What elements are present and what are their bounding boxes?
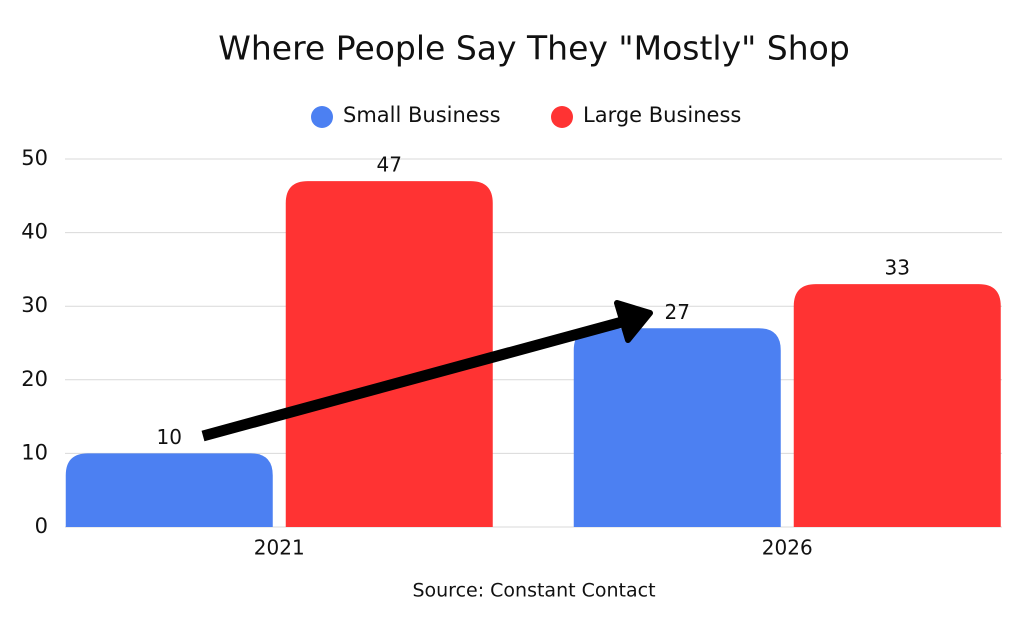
y-tick-label: 50 — [21, 146, 48, 170]
bar — [573, 328, 781, 527]
data-label: 27 — [665, 300, 690, 324]
x-tick-label: 2021 — [254, 536, 305, 560]
legend-swatch — [551, 106, 573, 128]
y-tick-label: 20 — [21, 367, 48, 391]
legend-label: Large Business — [583, 103, 741, 127]
y-tick-label: 10 — [21, 440, 48, 464]
trend-arrow-head — [614, 300, 653, 343]
bars: 10 47 27 33 — [65, 153, 1001, 527]
legend-label: Small Business — [343, 103, 501, 127]
data-label: 33 — [885, 256, 910, 280]
y-tick-label: 0 — [35, 514, 48, 538]
y-tick-label: 40 — [21, 220, 48, 244]
chart-title: Where People Say They "Mostly" Shop — [218, 29, 850, 68]
data-label: 47 — [377, 153, 402, 177]
bar — [285, 181, 493, 527]
source-note: Source: Constant Contact — [412, 580, 655, 602]
trend-arrow-shaft — [201, 316, 624, 442]
annotations — [201, 300, 653, 442]
y-tick-label: 30 — [21, 293, 48, 317]
bar — [793, 284, 1001, 527]
bar — [65, 453, 273, 527]
legend-swatch — [311, 106, 333, 128]
data-label: 10 — [157, 425, 182, 449]
x-tick-label: 2026 — [762, 536, 813, 560]
